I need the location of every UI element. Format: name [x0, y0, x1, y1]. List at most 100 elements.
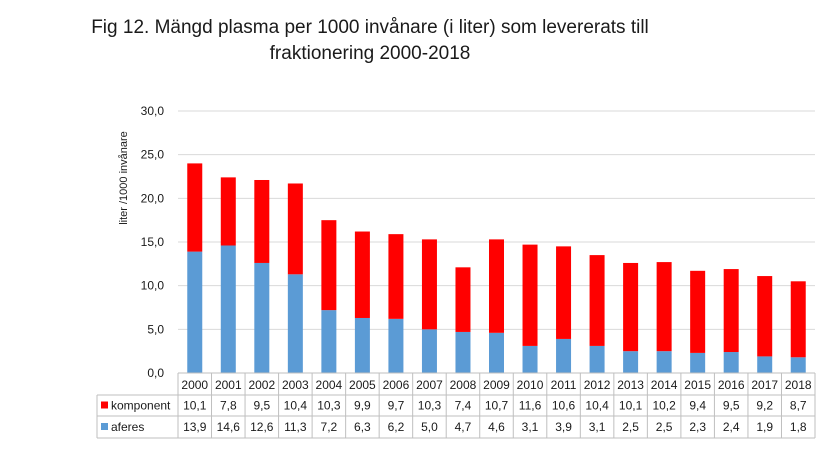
data-label-komponent: 10,7 [485, 399, 509, 413]
data-label-komponent: 10,1 [183, 399, 207, 413]
bar-aferes-2007 [421, 329, 437, 373]
bar-komponent-2018 [790, 281, 806, 358]
bar-aferes-2009 [489, 332, 504, 373]
data-label-aferes: 13,9 [183, 420, 207, 434]
data-label-komponent: 9,4 [689, 399, 706, 413]
x-tick-label: 2011 [551, 378, 577, 392]
x-tick-label: 2015 [684, 378, 711, 392]
data-label-komponent: 10,3 [418, 399, 442, 413]
bar-aferes-2010 [522, 345, 538, 373]
data-label-aferes: 3,9 [555, 420, 572, 434]
data-label-aferes: 2,5 [622, 420, 639, 434]
bar-komponent-2005 [354, 231, 370, 318]
bar-komponent-2000 [187, 163, 203, 252]
x-tick-label: 2002 [248, 378, 275, 392]
x-tick-label: 2003 [282, 378, 309, 392]
bar-komponent-2015 [690, 270, 706, 353]
data-label-aferes: 3,1 [589, 420, 606, 434]
x-tick-label: 2007 [416, 378, 443, 392]
data-label-komponent: 10,1 [619, 399, 643, 413]
legend-label-komponent: komponent [111, 399, 171, 413]
y-tick-label: 30,0 [141, 104, 165, 118]
data-label-komponent: 10,2 [652, 399, 676, 413]
bar-aferes-2015 [690, 352, 706, 373]
bar-komponent-2014 [656, 262, 672, 352]
bar-komponent-2004 [321, 220, 337, 311]
data-label-aferes: 12,6 [250, 420, 274, 434]
bar-komponent-2008 [455, 267, 471, 332]
x-tick-label: 2012 [584, 378, 611, 392]
data-label-aferes: 4,7 [455, 420, 472, 434]
y-axis-label: liter /1000 invånare [118, 131, 130, 225]
bar-aferes-2008 [455, 331, 471, 373]
chart-title-line-2: fraktionering 2000-2018 [270, 43, 471, 64]
data-label-aferes: 11,3 [284, 420, 307, 434]
data-label-komponent: 9,7 [388, 399, 405, 413]
data-label-aferes: 2,5 [656, 420, 673, 434]
data-label-aferes: 14,6 [217, 420, 241, 434]
x-tick-label: 2008 [450, 378, 477, 392]
legend-swatch-komponent [101, 401, 108, 409]
bar-komponent-2013 [623, 262, 639, 352]
y-tick-label: 25,0 [141, 148, 165, 162]
bar-aferes-2014 [656, 351, 672, 373]
bar-komponent-2002 [254, 179, 270, 263]
x-tick-label: 2013 [617, 378, 644, 392]
bar-aferes-2016 [723, 352, 739, 373]
bar-komponent-2006 [388, 234, 404, 319]
data-label-komponent: 7,8 [220, 399, 237, 413]
bar-aferes-2006 [388, 318, 404, 373]
bar-aferes-2012 [589, 345, 605, 373]
data-label-komponent: 9,5 [723, 399, 740, 413]
data-label-komponent: 10,4 [585, 399, 609, 413]
bar-aferes-2013 [623, 351, 639, 373]
y-tick-label: 20,0 [141, 191, 165, 205]
bar-aferes-2017 [757, 356, 773, 373]
data-label-komponent: 9,9 [354, 399, 371, 413]
data-label-aferes: 1,9 [756, 420, 773, 434]
y-tick-label: 5,0 [147, 322, 164, 336]
bar-aferes-2005 [354, 317, 370, 373]
data-label-aferes: 2,3 [689, 420, 706, 434]
data-label-komponent: 11,6 [519, 399, 542, 413]
x-tick-label: 2010 [517, 378, 544, 392]
bar-komponent-2010 [522, 244, 538, 346]
x-tick-label: 2006 [383, 378, 410, 392]
data-label-aferes: 5,0 [421, 420, 438, 434]
legend-label-aferes: aferes [111, 420, 144, 434]
data-label-komponent: 10,4 [284, 399, 308, 413]
data-label-aferes: 2,4 [723, 420, 740, 434]
bar-komponent-2007 [421, 239, 437, 330]
x-tick-label: 2014 [651, 378, 678, 392]
data-label-aferes: 4,6 [488, 420, 505, 434]
data-label-komponent: 10,6 [552, 399, 576, 413]
chart-title-line-1: Fig 12. Mängd plasma per 1000 invånare (… [91, 17, 649, 38]
bar-komponent-2003 [287, 183, 303, 275]
bar-aferes-2000 [187, 251, 203, 373]
y-tick-label: 15,0 [141, 235, 165, 249]
x-tick-label: 2016 [718, 378, 745, 392]
y-tick-label: 10,0 [141, 279, 165, 293]
legend-swatch-aferes [101, 423, 108, 430]
data-label-aferes: 7,2 [321, 420, 338, 434]
bar-komponent-2012 [589, 255, 605, 346]
data-label-aferes: 6,3 [354, 420, 371, 434]
data-label-komponent: 7,4 [455, 399, 472, 413]
y-tick-label: 0,0 [147, 366, 164, 380]
x-tick-label: 2000 [181, 378, 208, 392]
data-table: 2000 2001 2002 2003 2004 2005 2006 2007 2008 2009… [96, 372, 816, 439]
bar-komponent-2017 [757, 276, 773, 357]
bar-aferes-2004 [321, 310, 337, 373]
bar-aferes-2001 [220, 245, 236, 373]
x-tick-label: 2018 [785, 378, 812, 392]
data-label-komponent: 10,3 [317, 399, 341, 413]
data-label-komponent: 9,5 [253, 399, 270, 413]
data-label-komponent: 8,7 [790, 399, 807, 413]
bar-aferes-2011 [556, 338, 572, 373]
bar-aferes-2002 [254, 262, 270, 373]
gridlines: 0,0 5,0 10,0 15,0 20,0 25,0 30,0 [141, 104, 815, 380]
x-tick-label: 2005 [349, 378, 376, 392]
bar-komponent-2009 [489, 239, 504, 333]
data-label-aferes: 3,1 [522, 420, 539, 434]
